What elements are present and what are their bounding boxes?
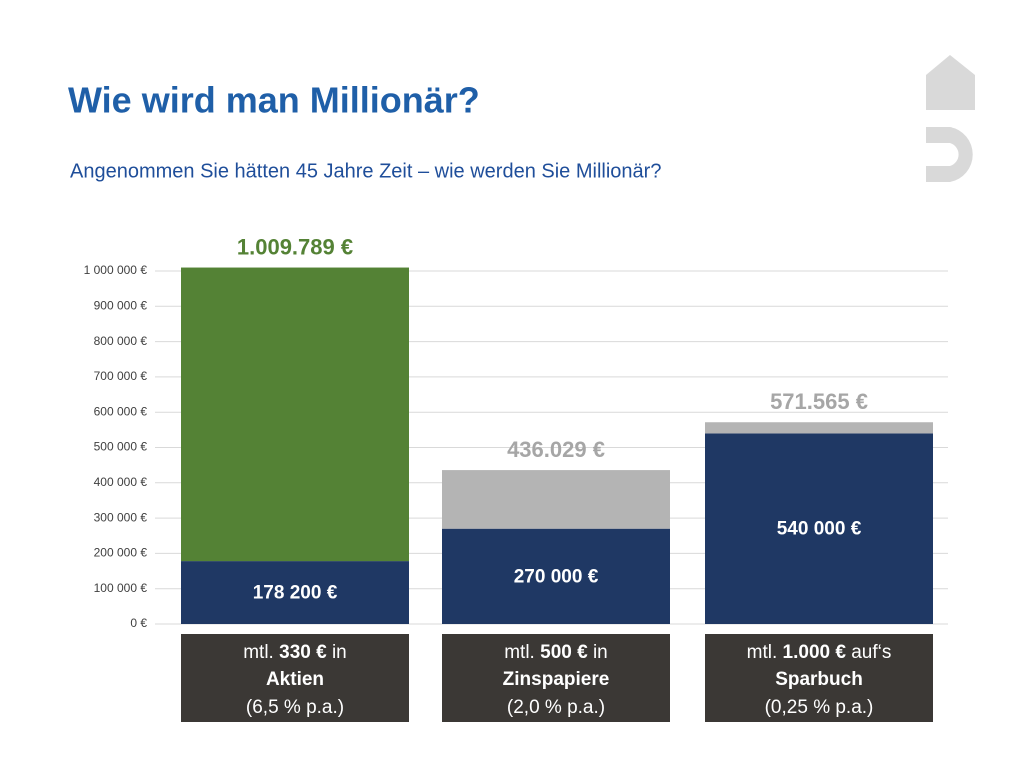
category-rate: (6,5 % p.a.) (246, 697, 344, 718)
category-name: Aktien (266, 669, 324, 690)
category-rate: (0,25 % p.a.) (765, 697, 874, 718)
category-name: Zinspapiere (503, 669, 610, 690)
category-line: mtl. 330 € in (243, 642, 347, 663)
y-tick-label: 900 000 € (94, 298, 148, 312)
category-box (705, 634, 933, 722)
y-tick-label: 400 000 € (94, 475, 148, 489)
logo-house (926, 55, 975, 110)
y-tick-label: 300 000 € (94, 510, 148, 524)
total-label: 436.029 € (507, 437, 605, 462)
bar-segment (181, 267, 409, 562)
category-pre: mtl. (747, 642, 783, 663)
category-post: auf‘s (846, 642, 891, 663)
subtitle: Angenommen Sie hätten 45 Jahre Zeit – wi… (70, 160, 661, 182)
total-label: 1.009.789 € (237, 234, 353, 259)
logo-arc (926, 127, 973, 182)
category-amount: 1.000 € (783, 642, 847, 663)
category-name: Sparbuch (775, 669, 863, 690)
title: Wie wird man Millionär? (68, 80, 480, 121)
bar-segment (442, 528, 670, 624)
value-label: 540 000 € (777, 519, 862, 540)
y-tick-label: 500 000 € (94, 440, 148, 454)
y-tick-label: 0 € (130, 616, 147, 630)
bar-segment (705, 422, 933, 434)
category-box (181, 634, 409, 722)
category-rate: (2,0 % p.a.) (507, 697, 605, 718)
category-amount: 330 € (279, 642, 327, 663)
category-post: in (327, 642, 347, 663)
y-tick-label: 200 000 € (94, 546, 148, 560)
bar-segment (705, 433, 933, 624)
y-tick-label: 800 000 € (94, 334, 148, 348)
y-tick-label: 700 000 € (94, 369, 148, 383)
category-box (442, 634, 670, 722)
total-label: 571.565 € (770, 389, 868, 414)
category-amount: 500 € (540, 642, 588, 663)
bar-segment (442, 470, 670, 529)
value-label: 270 000 € (514, 566, 599, 587)
category-line: mtl. 1.000 € auf‘s (747, 642, 892, 663)
bar-segment (181, 561, 409, 624)
y-tick-label: 100 000 € (94, 581, 148, 595)
logo (926, 55, 975, 182)
y-tick-label: 600 000 € (94, 404, 148, 418)
category-pre: mtl. (504, 642, 540, 663)
category-pre: mtl. (243, 642, 279, 663)
y-tick-label: 1 000 000 € (84, 263, 148, 277)
value-label: 178 200 € (253, 583, 338, 604)
category-post: in (588, 642, 608, 663)
category-line: mtl. 500 € in (504, 642, 608, 663)
